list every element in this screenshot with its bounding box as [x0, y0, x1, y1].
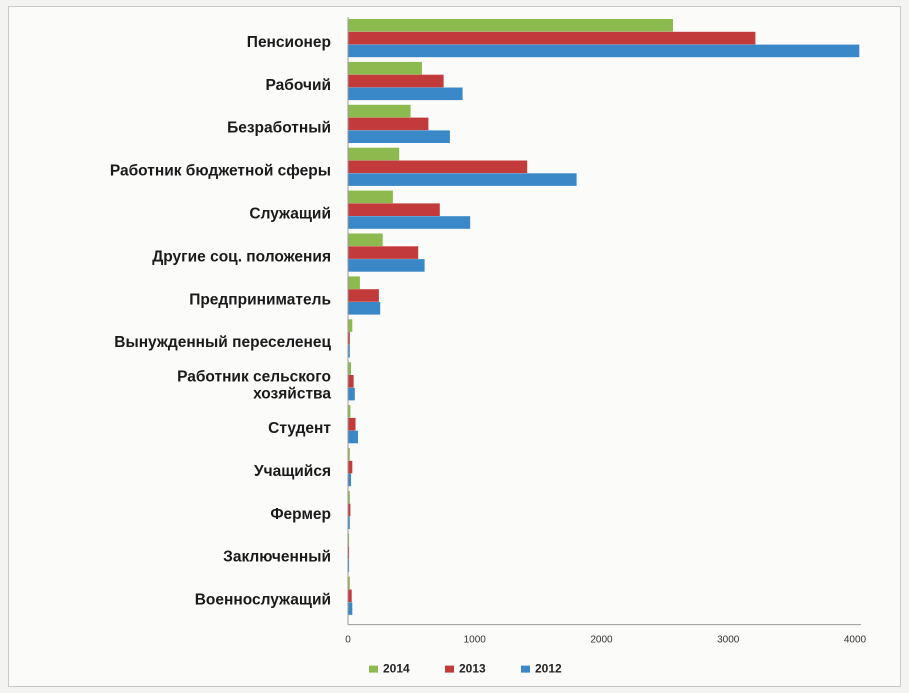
- category-label-0: Пенсионер: [247, 34, 331, 51]
- bar-2014-12: [349, 534, 350, 547]
- bar-2012-6: [349, 302, 381, 315]
- legend-swatch-2014: [369, 666, 378, 673]
- category-label-line: Учащийся: [254, 463, 331, 480]
- bar-2014-6: [349, 276, 360, 289]
- bar-2014-7: [349, 319, 353, 332]
- bar-2013-5: [349, 246, 419, 259]
- bar-2012-0: [349, 45, 860, 58]
- bar-2014-1: [349, 62, 423, 75]
- category-label-line: Студент: [268, 420, 331, 437]
- bar-2012-9: [349, 431, 359, 444]
- x-tick-label-2000: 2000: [590, 635, 613, 646]
- bar-2014-9: [349, 405, 351, 418]
- bar-2013-6: [349, 289, 379, 302]
- bar-2012-11: [349, 517, 350, 530]
- bar-2012-4: [349, 216, 471, 229]
- bar-2012-13: [349, 602, 353, 615]
- bar-2013-2: [349, 118, 429, 131]
- bar-2013-1: [349, 75, 444, 88]
- bar-2014-8: [349, 362, 352, 375]
- bar-2014-10: [349, 448, 350, 461]
- category-label-line: Заключенный: [223, 549, 331, 566]
- category-label-line: Рабочий: [266, 77, 331, 94]
- category-label-4: Служащий: [249, 206, 331, 223]
- bar-2012-7: [349, 345, 350, 358]
- bar-2012-2: [349, 130, 450, 143]
- x-tick-label-4000: 4000: [844, 635, 867, 646]
- bar-2013-4: [349, 203, 440, 216]
- bar-2013-0: [349, 32, 756, 45]
- x-tick-labels: 0 1000 2000 3000 4000: [345, 635, 866, 646]
- category-label-line: Служащий: [249, 206, 331, 223]
- category-labels: Пенсионер Рабочий Безработный Работник бюдж…: [110, 34, 332, 609]
- category-label-line: Фермер: [270, 506, 331, 523]
- x-tick-label-0: 0: [345, 635, 351, 646]
- x-tick-label-3000: 3000: [717, 635, 740, 646]
- category-label-line: Безработный: [227, 120, 331, 137]
- bar-2013-9: [349, 418, 356, 431]
- legend-label-2013: 2013: [459, 662, 486, 676]
- bar-2012-3: [349, 173, 577, 186]
- category-label-8: Работник сельского хозяйства: [177, 369, 331, 403]
- bar-2012-5: [349, 259, 425, 272]
- category-label-11: Фермер: [270, 506, 331, 523]
- category-label-3: Работник бюджетной сферы: [110, 163, 331, 180]
- bar-2014-3: [349, 148, 400, 161]
- bar-2013-10: [349, 461, 353, 474]
- category-label-13: Военнослужащий: [195, 592, 331, 609]
- category-label-line: Военнослужащий: [195, 592, 331, 609]
- bar-2013-7: [349, 332, 350, 345]
- bar-2014-2: [349, 105, 411, 118]
- legend-swatch-2012: [521, 666, 530, 673]
- category-label-1: Рабочий: [266, 77, 331, 94]
- bar-2014-13: [349, 577, 350, 590]
- bar-2013-11: [349, 504, 351, 517]
- bar-2012-1: [349, 88, 463, 101]
- bar-2012-10: [349, 474, 352, 487]
- category-label-12: Заключенный: [223, 549, 331, 566]
- bar-2013-13: [349, 590, 352, 603]
- bar-2013-12: [349, 547, 350, 560]
- bar-chart: Пенсионер Рабочий Безработный Работник бюдж…: [9, 7, 902, 688]
- category-label-line: Вынужденный переселенец: [114, 334, 331, 351]
- bar-2012-8: [349, 388, 355, 401]
- category-label-2: Безработный: [227, 120, 331, 137]
- legend-label-2012: 2012: [535, 662, 562, 676]
- legend-label-2014: 2014: [383, 662, 410, 676]
- bar-2014-4: [349, 191, 393, 204]
- bar-2012-12: [349, 559, 350, 572]
- category-label-10: Учащийся: [254, 463, 331, 480]
- category-label-line: Другие соц. положения: [152, 248, 331, 265]
- category-label-line: Предприниматель: [189, 291, 331, 308]
- bar-2014-5: [349, 234, 383, 247]
- bar-2013-8: [349, 375, 354, 388]
- bar-2014-11: [349, 491, 350, 504]
- bar-2014-0: [349, 19, 674, 32]
- chart-frame: Пенсионер Рабочий Безработный Работник бюдж…: [8, 6, 901, 687]
- bars-group: [349, 19, 860, 615]
- category-label-6: Предприниматель: [189, 291, 331, 308]
- bar-2013-3: [349, 161, 528, 174]
- category-label-line: Работник бюджетной сферы: [110, 163, 331, 180]
- category-label-line: хозяйства: [253, 386, 331, 403]
- category-label-line: Работник сельского: [177, 369, 331, 386]
- category-label-9: Студент: [268, 420, 331, 437]
- category-label-line: Пенсионер: [247, 34, 331, 51]
- category-label-5: Другие соц. положения: [152, 248, 331, 265]
- category-label-7: Вынужденный переселенец: [114, 334, 331, 351]
- x-tick-label-1000: 1000: [464, 635, 487, 646]
- legend: 2014 2013 2012: [369, 662, 562, 676]
- legend-swatch-2013: [445, 666, 454, 673]
